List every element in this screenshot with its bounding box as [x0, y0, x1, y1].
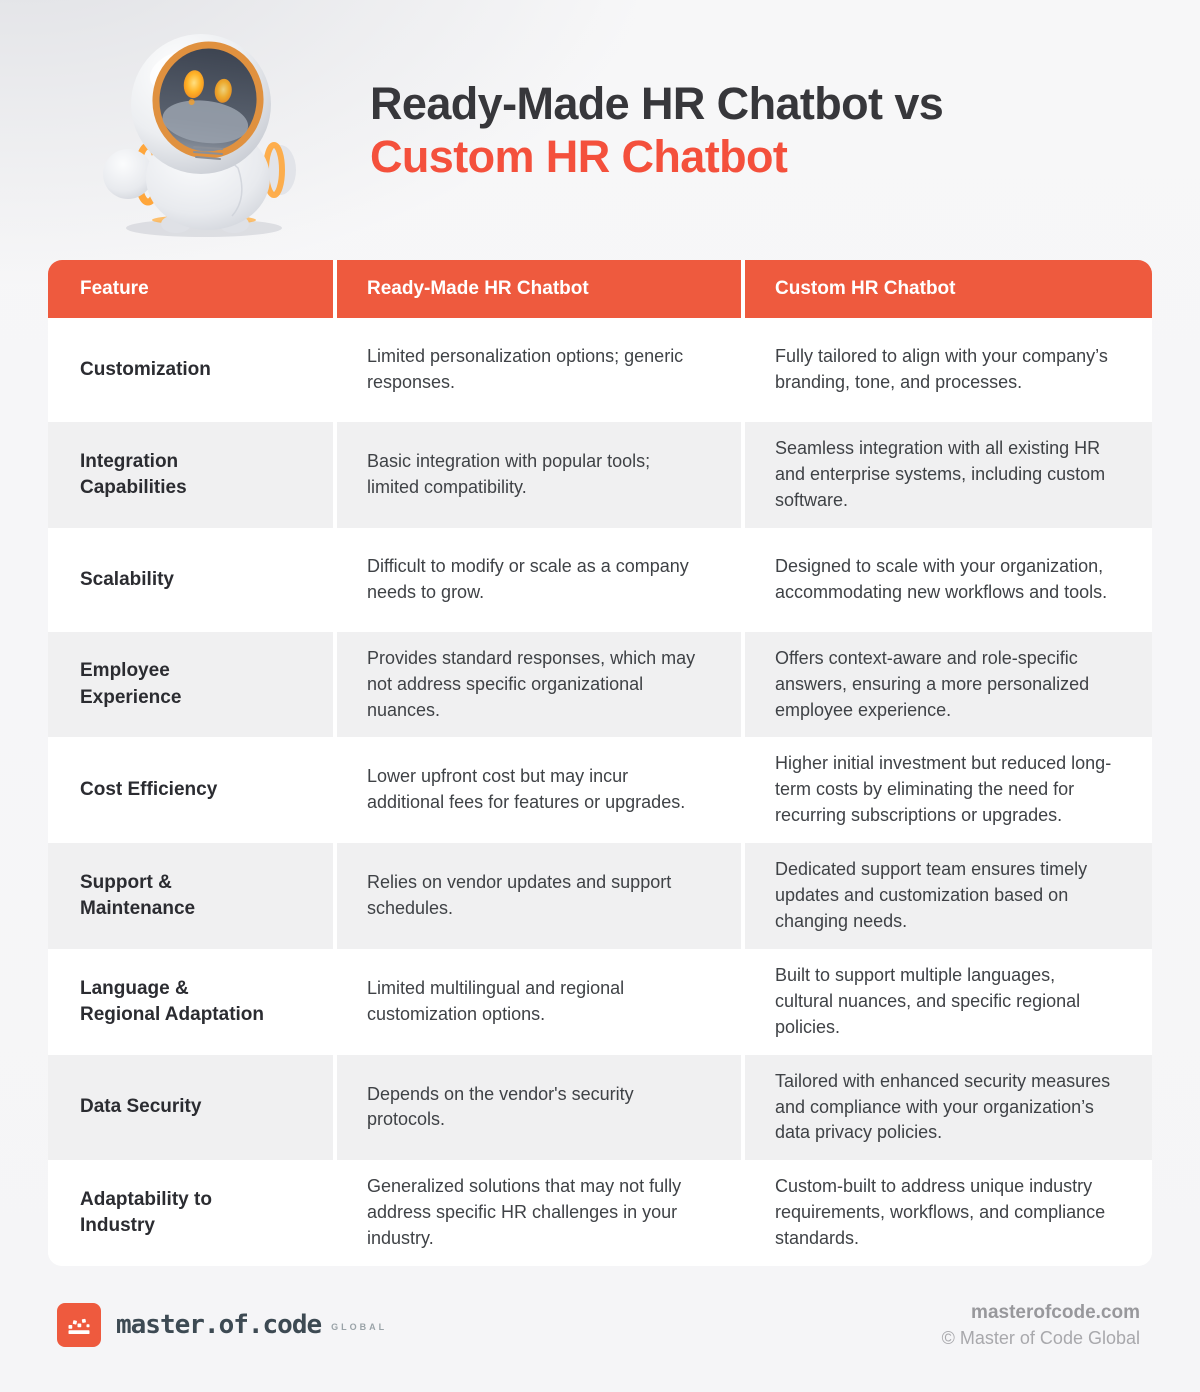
- table-row-support-maintenance: Support & Maintenance Relies on vendor u…: [48, 843, 1152, 949]
- custom-cell: Fully tailored to align with your compan…: [745, 318, 1152, 422]
- custom-cell: Built to support multiple languages, cul…: [745, 948, 1152, 1055]
- feature-cell: Cost Efficiency: [48, 737, 337, 844]
- table-row-data-security: Data Security Depends on the vendor's se…: [48, 1054, 1152, 1161]
- custom-cell: Designed to scale with your organization…: [745, 527, 1152, 632]
- feature-cell: Customization: [48, 318, 337, 422]
- ready-made-cell: Lower upfront cost but may incur additio…: [337, 737, 745, 844]
- feature-cell: Language & Regional Adaptation: [48, 948, 337, 1055]
- table-row-scalability: Scalability Difficult to modify or scale…: [48, 527, 1152, 632]
- site-url: masterofcode.com: [971, 1302, 1140, 1323]
- title-line-1: Ready-Made HR Chatbot vs: [370, 78, 944, 129]
- custom-cell: Offers context-aware and role-specific a…: [745, 631, 1152, 738]
- ready-made-cell: Limited personalization options; generic…: [337, 318, 745, 422]
- ready-made-cell: Relies on vendor updates and support sch…: [337, 843, 745, 949]
- ready-made-cell: Generalized solutions that may not fully…: [337, 1160, 745, 1267]
- table-row-customization: Customization Limited personalization op…: [48, 318, 1152, 422]
- custom-cell: Higher initial investment but reduced lo…: [745, 737, 1152, 844]
- table-header-row: Feature Ready-Made HR Chatbot Custom HR …: [48, 260, 1152, 318]
- feature-cell: Support & Maintenance: [48, 843, 337, 949]
- masterofcode-logo: master.of.code GLOBAL: [57, 1302, 388, 1347]
- column-header-ready-made: Ready-Made HR Chatbot: [337, 260, 745, 318]
- table-row-adaptability-to-industry: Adaptability to Industry Generalized sol…: [48, 1160, 1152, 1267]
- custom-cell: Custom-built to address unique industry …: [745, 1160, 1152, 1267]
- ready-made-cell: Basic integration with popular tools; li…: [337, 422, 745, 528]
- logo-global-label: GLOBAL: [331, 1321, 388, 1332]
- feature-cell: Data Security: [48, 1054, 337, 1161]
- crown-pixel-icon: [57, 1302, 101, 1347]
- feature-cell: Employee Experience: [48, 631, 337, 738]
- title-line-2: Custom HR Chatbot: [370, 130, 788, 182]
- ready-made-cell: Provides standard responses, which may n…: [337, 631, 745, 738]
- column-header-custom: Custom HR Chatbot: [745, 260, 1152, 318]
- robot-mascot-image: [103, 34, 296, 237]
- column-header-feature: Feature: [48, 260, 337, 318]
- table-row-language-regional-adaptation: Language & Regional Adaptation Limited m…: [48, 948, 1152, 1055]
- table-row-cost-efficiency: Cost Efficiency Lower upfront cost but m…: [48, 737, 1152, 844]
- site-credit: masterofcode.com © Master of Code Global: [942, 1300, 1140, 1350]
- feature-cell: Integration Capabilities: [48, 422, 337, 528]
- ready-made-cell: Limited multilingual and regional custom…: [337, 948, 745, 1055]
- footer: master.of.code GLOBAL masterofcode.com ©…: [0, 1300, 1200, 1350]
- comparison-table: Feature Ready-Made HR Chatbot Custom HR …: [48, 260, 1152, 1267]
- copyright-text: © Master of Code Global: [941, 1327, 1140, 1348]
- custom-cell: Tailored with enhanced security measures…: [745, 1054, 1152, 1161]
- feature-cell: Scalability: [48, 527, 337, 632]
- table-row-integration-capabilities: Integration Capabilities Basic integrati…: [48, 422, 1152, 528]
- page-title: Ready-Made HR Chatbot vs Custom HR Chatb…: [370, 78, 944, 183]
- custom-cell: Dedicated support team ensures timely up…: [745, 843, 1152, 949]
- custom-cell: Seamless integration with all existing H…: [745, 422, 1152, 528]
- table-body: Customization Limited personalization op…: [48, 318, 1152, 1267]
- hero-header: Ready-Made HR Chatbot vs Custom HR Chatb…: [0, 0, 1200, 260]
- logo-wordmark: master.of.code: [116, 1309, 322, 1340]
- feature-cell: Adaptability to Industry: [48, 1160, 337, 1267]
- table-row-employee-experience: Employee Experience Provides standard re…: [48, 631, 1152, 738]
- ready-made-cell: Difficult to modify or scale as a compan…: [337, 527, 745, 632]
- ready-made-cell: Depends on the vendor's security protoco…: [337, 1054, 745, 1161]
